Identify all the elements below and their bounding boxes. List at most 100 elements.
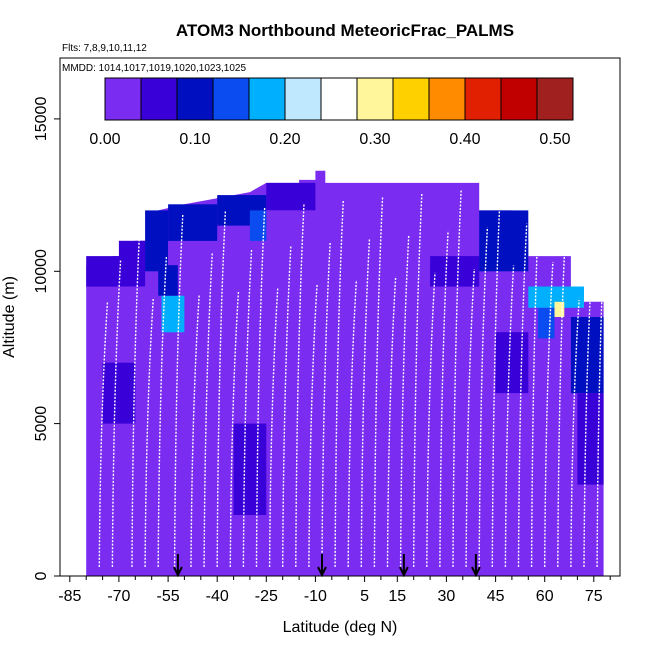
arrow-head: [317, 566, 327, 578]
y-tick-label: 0: [33, 571, 50, 580]
heatmap-cell: [145, 210, 168, 272]
flight-profile-line: [111, 259, 122, 567]
flight-profile-line: [360, 238, 371, 567]
flight-profile-line: [190, 294, 200, 567]
arrow-head: [471, 566, 481, 578]
x-tick-label: -25: [255, 588, 278, 605]
flight-profile-line: [229, 290, 240, 567]
y-axis-label: Altitude (m): [1, 276, 18, 358]
arrow-head: [173, 566, 183, 578]
colorbar-segment: [141, 78, 178, 120]
colorbar-tick-label: 0.20: [269, 131, 300, 148]
y-axis: 0 5000 10000 15000: [33, 97, 60, 580]
flight-profile-line: [517, 223, 528, 567]
colorbar-segment: [501, 78, 538, 120]
colorbar-segment: [285, 78, 322, 120]
colorbar: 0.00 0.10 0.20 0.30 0.40 0.50: [89, 77, 574, 148]
y-tick-label: 10000: [33, 249, 50, 294]
flight-profile-line: [557, 219, 567, 567]
plot-area: [86, 170, 606, 578]
heatmap-cell: [168, 204, 218, 241]
flight-profile-line: [386, 276, 397, 567]
x-tick-label: -10: [304, 588, 327, 605]
flight-profile-line: [203, 252, 213, 567]
flight-profile-line: [426, 272, 436, 567]
flight-profile-line: [321, 241, 331, 567]
colorbar-tick-label: 0.30: [359, 131, 390, 148]
flight-profile-line: [465, 269, 475, 567]
flight-profile-line: [544, 261, 554, 567]
flight-profile-line: [439, 230, 449, 567]
colorbar-tick-label: 0.40: [449, 131, 480, 148]
flight-profile-line: [596, 216, 606, 567]
flights-subtitle: Flts: 7,8,9,10,11,12: [62, 43, 147, 54]
heatmap-cells: [86, 170, 604, 576]
flight-profile-line: [583, 258, 593, 567]
flight-profile-line: [399, 234, 410, 567]
flight-profile-line: [157, 256, 168, 567]
flight-profile-line: [216, 210, 227, 567]
colorbar-segment: [105, 78, 142, 120]
x-tick-label: 75: [585, 588, 603, 605]
x-tick-label: 5: [360, 588, 369, 605]
flight-profile-line: [295, 203, 305, 567]
flight-profile-line: [347, 279, 358, 567]
x-tick-label: 60: [536, 588, 554, 605]
chart-title: ATOM3 Northbound MeteoricFrac_PALMS: [176, 21, 514, 40]
x-tick-label: 45: [487, 588, 505, 605]
x-tick-label: 30: [438, 588, 456, 605]
colorbar-segment: [213, 78, 250, 120]
x-axis-label: Latitude (deg N): [283, 619, 398, 636]
heatmap-cell: [430, 256, 480, 287]
heatmap-cell: [249, 210, 267, 241]
colorbar-segment: [357, 78, 394, 120]
heatmap-cell: [554, 301, 565, 317]
colorbar-tick-label: 0.00: [89, 131, 120, 148]
colorbar-segment: [177, 78, 214, 120]
flight-profile-line: [255, 207, 266, 567]
heatmap-cell: [86, 256, 119, 287]
heatmap-cell: [266, 182, 316, 211]
x-tick-label: -40: [206, 588, 229, 605]
heatmap-cell: [118, 240, 146, 287]
colorbar-frame: [104, 77, 574, 121]
colorbar-tick-label: 0.10: [179, 131, 210, 148]
colorbar-segment: [321, 78, 358, 120]
flight-profile-line: [373, 196, 384, 567]
flight-profile-line: [173, 214, 184, 567]
arrow-markers: [173, 554, 481, 578]
heatmap-cell: [577, 393, 604, 485]
y-tick-label: 5000: [33, 406, 50, 442]
arrow-head: [398, 566, 409, 578]
plot-frame: [59, 57, 621, 577]
flight-profile-line: [413, 192, 423, 567]
flight-profile-line: [334, 199, 344, 567]
dates-subtitle: MMDD: 1014,1017,1019,1020,1023,1025: [62, 63, 246, 74]
flight-profile-line: [491, 185, 502, 567]
heatmap-cell: [233, 423, 267, 515]
heatmap-cell: [538, 307, 555, 339]
colorbar-segment: [393, 78, 430, 120]
flight-profile-line: [478, 227, 489, 567]
x-tick-label: -55: [157, 588, 180, 605]
flight-profiles: [98, 181, 606, 567]
flight-profile-line: [98, 301, 109, 567]
flight-profile-line: [570, 300, 580, 567]
colorbar-segment: [249, 78, 286, 120]
flight-profile-line: [268, 287, 279, 567]
y-tick-label: 15000: [33, 97, 50, 142]
x-tick-label: -85: [58, 588, 81, 605]
x-tick-label: -70: [107, 588, 130, 605]
colorbar-segment: [537, 78, 574, 120]
colorbar-segment: [465, 78, 502, 120]
heatmap-cell: [158, 265, 178, 296]
colorbar-tick-label: 0.50: [539, 131, 570, 148]
flight-profile-line: [131, 218, 141, 567]
heatmap-cell: [161, 295, 185, 333]
flight-profile-line: [308, 283, 318, 567]
x-tick-label: 15: [388, 588, 406, 605]
heatmap-cell: [102, 362, 136, 424]
heatmap-cell: [528, 286, 584, 308]
x-axis: -85 -70 -55 -40 -25 -10 5 15 30 45 60 75: [58, 576, 611, 605]
